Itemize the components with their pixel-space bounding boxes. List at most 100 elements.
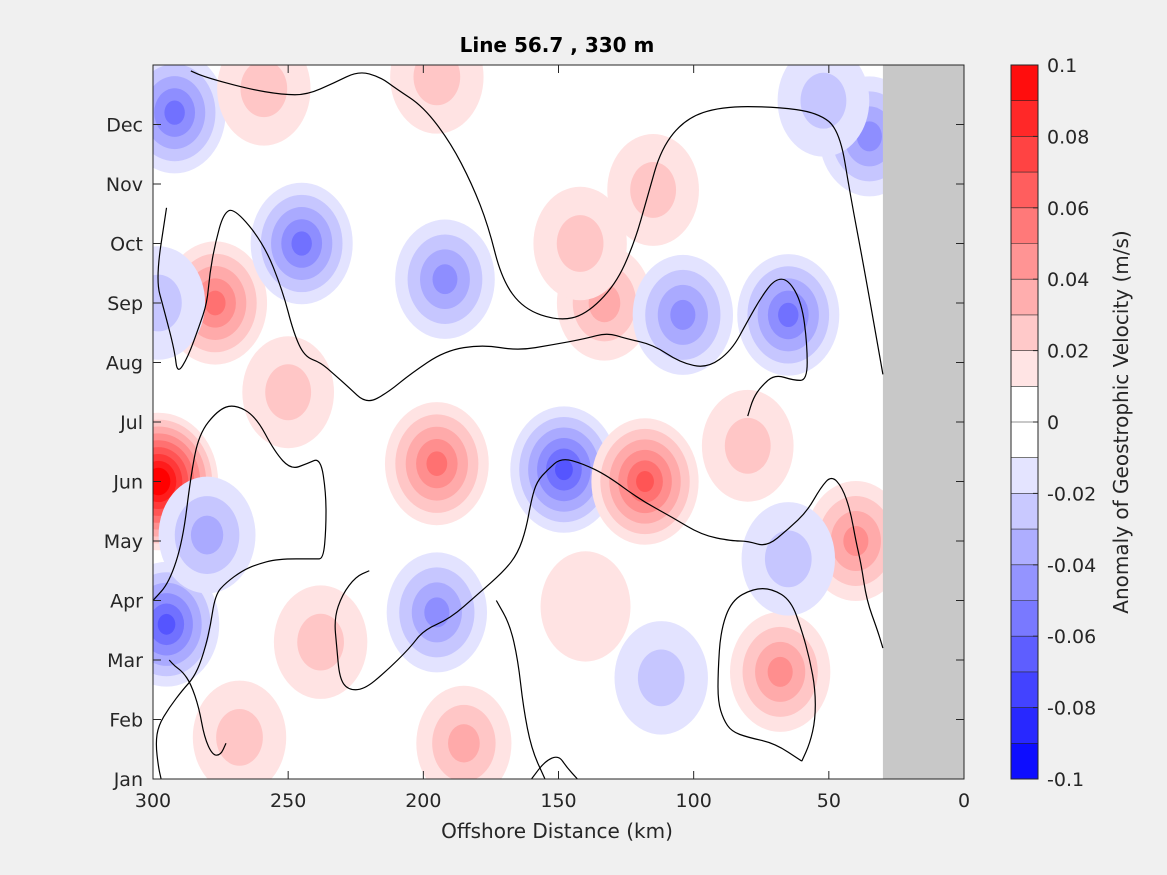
- anomaly-level: [637, 649, 685, 707]
- colorbar-segment: [1011, 743, 1038, 780]
- x-tick-label: 200: [405, 790, 441, 812]
- zero-contour-line: [190, 70, 884, 375]
- zero-contour-line: [717, 587, 816, 762]
- colorbar-tick-label: -0.08: [1047, 698, 1096, 720]
- zero-contour-line: [168, 659, 227, 756]
- colorbar-label: Anomaly of Geostrophic Velocity (m/s): [1109, 230, 1133, 613]
- anomaly-level: [554, 459, 573, 481]
- anomaly-feature: [701, 389, 794, 502]
- y-tick-label: Aug: [106, 353, 143, 375]
- anomaly-feature: [607, 133, 699, 246]
- colorbar-tick-label: 0.04: [1047, 269, 1089, 291]
- colorbar-segment: [1011, 422, 1038, 459]
- y-tick-label: Jul: [119, 412, 143, 434]
- land-mask-rect: [882, 65, 964, 779]
- anomaly-level: [778, 302, 799, 328]
- anomaly-feature: [533, 186, 627, 301]
- anomaly-feature: [416, 685, 512, 779]
- colorbar-segment: [1011, 529, 1038, 566]
- x-tick-label: 50: [817, 790, 841, 812]
- anomaly-level: [297, 613, 344, 671]
- colorbar-segment: [1011, 564, 1038, 601]
- colorbar-tick-label: -0.04: [1047, 555, 1096, 577]
- colorbar-tick-label: 0: [1047, 412, 1059, 434]
- y-tick-label: Jan: [113, 769, 143, 791]
- anomaly-feature: [158, 476, 256, 594]
- anomaly-feature: [192, 680, 287, 779]
- x-tick-label: 150: [540, 790, 576, 812]
- zero-contour-line: [157, 207, 808, 417]
- anomaly-feature: [591, 418, 699, 545]
- colorbar-segment: [1011, 207, 1038, 244]
- y-tick-label: Jun: [112, 472, 143, 494]
- anomaly-feature: [217, 65, 311, 146]
- anomaly-feature: [540, 551, 631, 662]
- x-tick-label: 100: [676, 790, 712, 812]
- anomaly-level: [164, 100, 185, 125]
- colorbar-segment: [1011, 600, 1038, 637]
- zero-contour-line: [495, 600, 546, 779]
- colorbar-tick-label: -0.06: [1047, 626, 1096, 648]
- anomaly-level: [636, 470, 654, 493]
- colorbar-segment: [1011, 350, 1038, 387]
- colorbar-segment: [1011, 172, 1038, 209]
- colorbar-segment: [1011, 314, 1038, 352]
- colorbar-tick-label: 0.06: [1047, 198, 1089, 220]
- anomaly-feature: [777, 65, 870, 157]
- x-tick-label: 250: [270, 790, 306, 812]
- anomaly-feature: [510, 406, 618, 533]
- zero-contour-line: [530, 756, 578, 779]
- anomaly-level: [413, 65, 461, 106]
- anomaly-level: [540, 551, 631, 662]
- y-tick-label: Mar: [107, 650, 143, 672]
- anomaly-feature: [384, 402, 489, 526]
- colorbar-segment: [1011, 671, 1038, 709]
- x-axis-label: Offshore Distance (km): [441, 819, 673, 843]
- y-tick-label: Oct: [110, 234, 143, 256]
- y-tick-label: May: [104, 531, 143, 553]
- y-tick-label: Nov: [106, 174, 143, 196]
- colorbar-segment: [1011, 493, 1038, 530]
- anomaly-level: [426, 451, 448, 476]
- x-axis: 300 250 200 150 100 50 0: [135, 65, 970, 812]
- y-tick-label: Apr: [110, 591, 143, 613]
- anomaly-level: [424, 597, 450, 628]
- anomaly-level: [291, 231, 312, 256]
- y-tick-label: Dec: [106, 115, 143, 137]
- anomaly-feature: [386, 552, 488, 673]
- anomaly-level: [157, 613, 176, 635]
- anomaly-level: [630, 161, 677, 218]
- anomaly-level: [800, 72, 847, 129]
- anomaly-level: [724, 417, 771, 474]
- anomaly-feature: [395, 219, 495, 339]
- x-tick-label: 0: [958, 790, 970, 812]
- colorbar-segment: [1011, 100, 1038, 137]
- colorbar-tick-label: -0.1: [1047, 769, 1084, 791]
- zero-contour-line: [153, 405, 327, 779]
- land-mask: [882, 65, 964, 779]
- colorbar-segment: [1011, 136, 1038, 173]
- anomaly-level: [856, 121, 882, 152]
- colorbar-tick-label: 0.08: [1047, 126, 1089, 148]
- anomaly-feature: [632, 254, 734, 375]
- y-tick-label: Feb: [109, 710, 143, 732]
- colorbar: 0.1 0.08 0.06 0.04 0.02 0 -0.02 -0.04 -0.06 -0.08…: [1010, 55, 1096, 791]
- anomaly-feature: [273, 585, 368, 699]
- chart-title: Line 56.7 , 330 m: [460, 33, 655, 57]
- anomaly-level: [767, 656, 793, 687]
- anomaly-feature: [153, 246, 206, 360]
- colorbar-segment: [1011, 386, 1038, 423]
- anomaly-feature: [737, 254, 840, 376]
- anomaly-level: [216, 708, 263, 766]
- x-tick-label: 300: [135, 790, 171, 812]
- colorbar-segment: [1011, 279, 1038, 316]
- anomaly-level: [448, 724, 480, 763]
- y-tick-label: Sep: [107, 293, 143, 315]
- colorbar-tick-label: -0.02: [1047, 483, 1096, 505]
- anomaly-level: [265, 364, 312, 421]
- anomaly-level: [153, 274, 182, 332]
- anomaly-feature: [250, 182, 353, 305]
- colorbar-segment: [1011, 243, 1038, 280]
- anomaly-level: [556, 215, 604, 272]
